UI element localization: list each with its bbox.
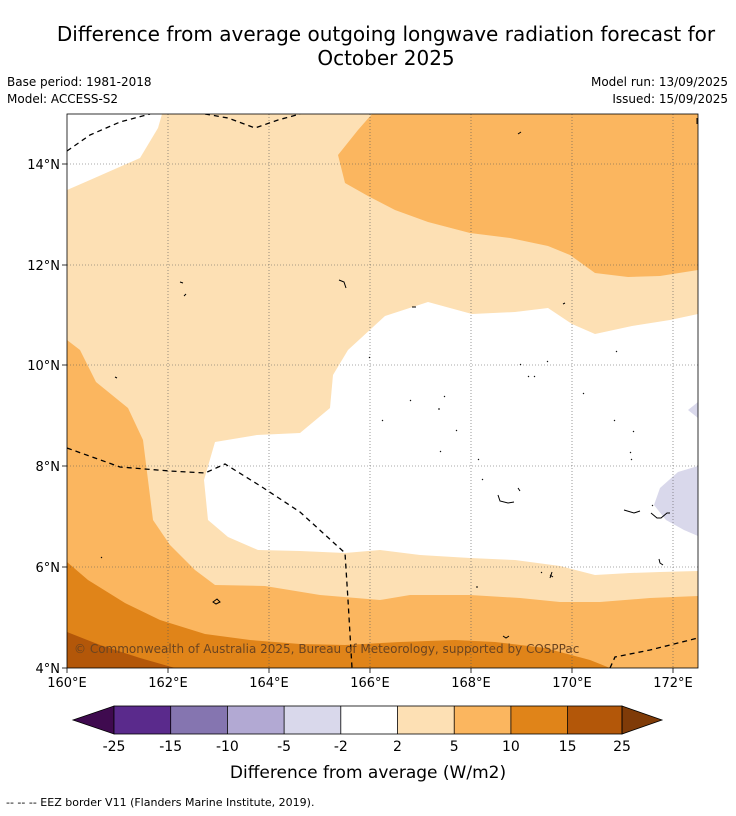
latitude-tick-label: 14°N <box>27 158 60 173</box>
eez-border-north-2 <box>204 114 301 129</box>
colorbar-swatch <box>227 706 285 734</box>
map-title-line2: October 2025 <box>317 46 455 70</box>
map-title: Difference from average outgoing longwav… <box>0 22 736 70</box>
island <box>650 512 670 519</box>
island <box>562 302 566 305</box>
colorbar-swatch <box>567 706 622 734</box>
colorbar-dividers <box>170 706 568 734</box>
copyright-notice: © Commonwealth of Australia 2025, Bureau… <box>74 642 579 656</box>
colorbar-swatch <box>114 706 171 734</box>
colorbar-tick-label: -2 <box>334 739 348 755</box>
eez-border-north <box>67 114 151 152</box>
longitude-tick-label: 164°E <box>249 676 289 691</box>
anomaly-area-10-to-15 <box>67 562 610 668</box>
latitude-tick-label: 10°N <box>27 359 60 374</box>
latitude-tick-label: 4°N <box>36 662 61 677</box>
colorbar-tick-label: -5 <box>277 739 291 755</box>
eez-border-southeast <box>609 637 698 668</box>
colorbar-swatch <box>454 706 511 734</box>
longitude-tick-label: 172°E <box>653 676 693 691</box>
latitude-axis: 14°N 12°N 10°N 8°N 6°N 4°N <box>27 158 67 677</box>
map-title-line1: Difference from average outgoing longwav… <box>56 22 716 46</box>
colorbar-frame <box>113 705 623 735</box>
colorbar-tick-label: 25 <box>613 739 631 755</box>
colorbar-tick-label: -15 <box>159 739 182 755</box>
colorbar-swatch <box>397 706 455 734</box>
latitude-tick-label: 6°N <box>36 561 61 576</box>
island <box>114 376 118 379</box>
island <box>338 279 347 289</box>
latitude-tick-label: 12°N <box>27 259 60 274</box>
island <box>658 558 664 566</box>
island <box>212 598 221 605</box>
model-name: Model: ACCESS-S2 <box>7 92 119 106</box>
anomaly-area-5-to-10-northeast <box>338 114 698 277</box>
forecast-map: © Commonwealth of Australia 2025, Bureau… <box>27 113 699 783</box>
map-plot-area: © Commonwealth of Australia 2025, Bureau… <box>67 114 698 668</box>
colorbar-swatch <box>510 706 568 734</box>
longitude-tick-label: 166°E <box>350 676 390 691</box>
colorbar-tick-label: 15 <box>559 739 577 755</box>
colorbar-swatch <box>284 706 341 734</box>
eez-footnote: -- -- -- EEZ border V11 (Flanders Marine… <box>6 796 315 809</box>
colorbar-tick-label: -25 <box>103 739 126 755</box>
island <box>502 635 510 639</box>
island <box>179 281 187 297</box>
anomaly-area-15-to-25 <box>67 632 175 668</box>
colorbar-swatch <box>340 706 398 734</box>
longitude-tick-label: 160°E <box>47 676 87 691</box>
anomaly-area-minus5-to-minus2-east <box>654 466 698 536</box>
map-gridlines <box>67 114 698 668</box>
islands <box>100 118 698 639</box>
anomaly-area-neutral-central <box>204 302 698 575</box>
eez-border-central <box>67 447 353 668</box>
eez-borders <box>67 114 698 668</box>
colorbar-tick-label: 10 <box>502 739 520 755</box>
island <box>549 571 554 579</box>
colorbar-extend-high <box>621 705 664 735</box>
island <box>100 350 654 574</box>
colorbar-ticks: -25 -15 -10 -5 -2 2 5 10 15 25 <box>103 739 631 755</box>
base-period: Base period: 1981-2018 <box>7 75 152 89</box>
island <box>497 487 521 504</box>
longitude-tick-label: 170°E <box>552 676 592 691</box>
anomaly-area-minus5-to-minus2-northeast <box>688 402 698 418</box>
longitude-axis: 160°E 162°E 164°E 166°E 168°E 170°E 172°E <box>47 668 693 691</box>
meta-right: Model run: 13/09/2025 Issued: 15/09/2025 <box>591 74 728 108</box>
colorbar-label: Difference from average (W/m2) <box>230 763 506 783</box>
anomaly-area-neutral-northwest <box>67 114 162 190</box>
longitude-tick-label: 162°E <box>148 676 188 691</box>
issued-date: Issued: 15/09/2025 <box>612 92 728 106</box>
colorbar-extend-low <box>71 705 115 735</box>
longitude-tick-label: 168°E <box>451 676 491 691</box>
model-run: Model run: 13/09/2025 <box>590 75 728 89</box>
colorbar-tick-label: 5 <box>450 739 459 755</box>
map-frame <box>66 113 699 669</box>
colorbar-swatch <box>170 706 228 734</box>
colorbar-tick-label: -10 <box>216 739 239 755</box>
colorbar-tick-label: 2 <box>393 739 402 755</box>
colorbar: -25 -15 -10 -5 -2 2 5 10 15 25 Difference from av… <box>71 705 664 783</box>
island <box>517 131 522 135</box>
latitude-tick-label: 8°N <box>36 460 61 475</box>
meta-left: Base period: 1981-2018 Model: ACCESS-S2 <box>7 74 152 108</box>
island <box>623 509 641 514</box>
anomaly-area-5-to-10-west <box>67 340 698 668</box>
